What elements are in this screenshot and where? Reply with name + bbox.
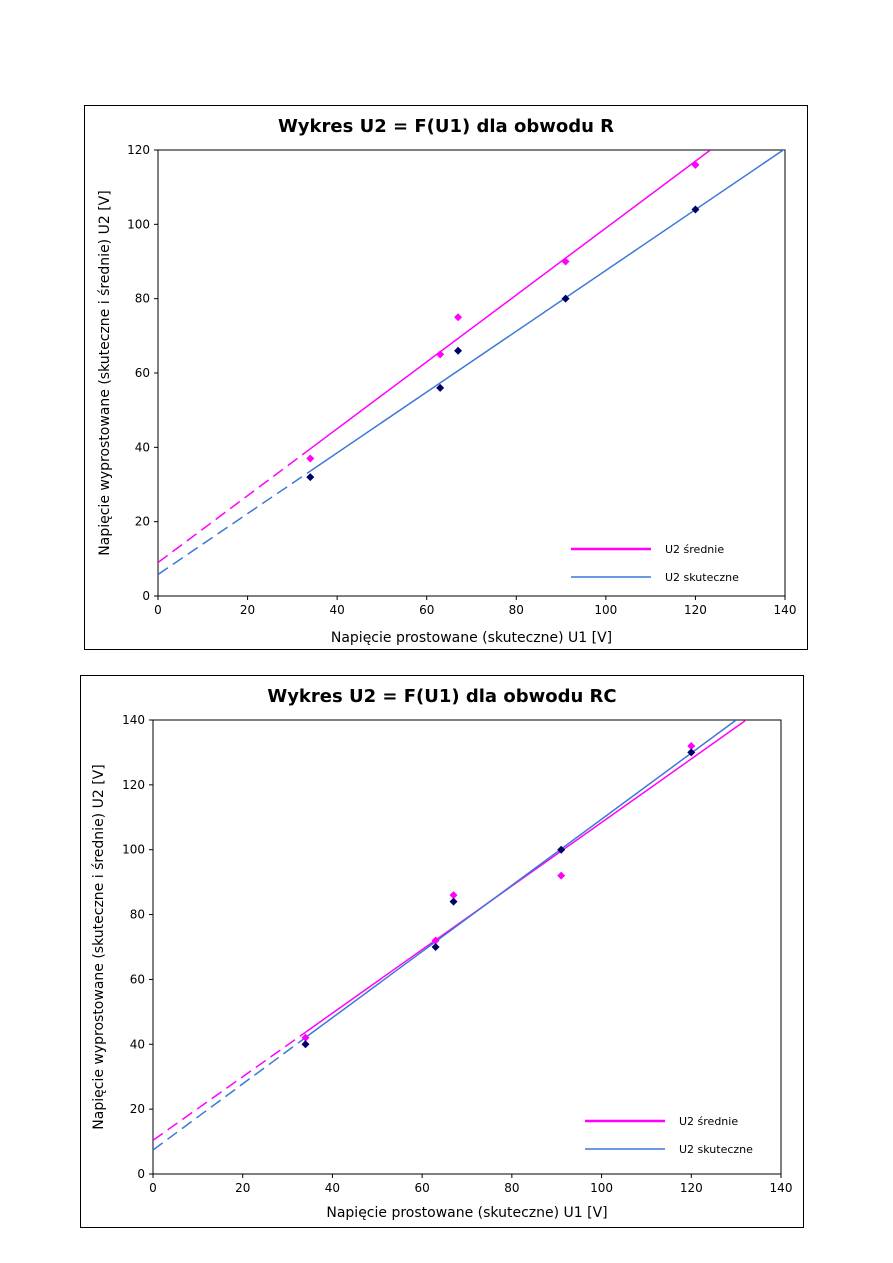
x-tick-label: 40 (325, 1181, 340, 1195)
x-tick-label: 140 (770, 1181, 793, 1195)
plot-area-frame (152, 719, 782, 1175)
x-tick-label: 60 (415, 1181, 430, 1195)
y-tick-label: 0 (142, 589, 150, 603)
y-tick-label: 100 (127, 217, 150, 231)
x-tick-label: 60 (419, 603, 434, 617)
data-point (306, 473, 315, 482)
y-tick-label: 0 (137, 1167, 145, 1181)
data-point (306, 454, 315, 463)
data-point (561, 294, 570, 303)
trendline-solid-1 (305, 720, 737, 1039)
plot-content (153, 720, 746, 1151)
chart-r: Wykres U2 = F(U1) dla obwodu R 0 20 40 60 80 1… (84, 105, 808, 650)
y-tick-label: 60 (135, 366, 150, 380)
x-axis-label: Napięcie prostowane (skuteczne) U1 [V] (326, 1205, 607, 1221)
data-point (449, 891, 458, 900)
y-tick-label: 140 (122, 713, 145, 727)
data-point (454, 313, 463, 322)
y-tick-label: 20 (130, 1102, 145, 1116)
trendline-dashed-0 (153, 1031, 306, 1141)
trendline-dashed-1 (158, 470, 311, 576)
data-point (687, 748, 696, 757)
y-tick-label: 40 (130, 1037, 145, 1051)
y-tick-label: 80 (130, 908, 145, 922)
x-tick-label: 140 (774, 603, 797, 617)
y-tick-label: 20 (135, 515, 150, 529)
x-tick-label: 100 (590, 1181, 613, 1195)
x-tick-label: 40 (330, 603, 345, 617)
trendline-dashed-1 (153, 1036, 306, 1151)
y-tick-label: 80 (135, 292, 150, 306)
legend-label: U2 skuteczne (679, 1143, 753, 1156)
data-point (454, 346, 463, 355)
data-point (436, 383, 445, 392)
y-tick-label: 120 (127, 143, 150, 157)
x-tick-label: 120 (684, 603, 707, 617)
legend-label: U2 średnie (665, 543, 724, 556)
y-tick-label: 40 (135, 440, 150, 454)
trendline-solid-0 (305, 720, 746, 1033)
y-axis-label: Napięcie wyprostowane (skuteczne i średn… (91, 764, 107, 1129)
x-tick-label: 0 (149, 1181, 157, 1195)
x-tick-label: 100 (594, 603, 617, 617)
data-point (557, 845, 566, 854)
y-tick-label: 100 (122, 843, 145, 857)
data-point (449, 897, 458, 906)
trendline-solid-0 (309, 150, 711, 450)
data-point (691, 205, 700, 214)
x-tick-label: 0 (154, 603, 162, 617)
data-point (301, 1040, 310, 1049)
chart-title: Wykres U2 = F(U1) dla obwodu R (278, 116, 614, 137)
plot-area-frame (157, 149, 786, 597)
data-point (301, 1033, 310, 1042)
data-point (557, 871, 566, 880)
chart-r-svg: Wykres U2 = F(U1) dla obwodu R 0 20 40 60 80 1… (97, 116, 797, 646)
chart-title: Wykres U2 = F(U1) dla obwodu RC (267, 686, 616, 707)
data-point (561, 257, 570, 266)
trendline-dashed-0 (158, 448, 311, 564)
data-point (431, 943, 440, 951)
x-tick-label: 120 (680, 1181, 703, 1195)
data-point (436, 350, 445, 359)
x-tick-label: 20 (240, 603, 255, 617)
x-tick-label: 80 (509, 603, 524, 617)
data-point (687, 741, 696, 750)
x-tick-label: 80 (504, 1181, 519, 1195)
legend-label: U2 średnie (679, 1115, 738, 1128)
chart-rc: Wykres U2 = F(U1) dla obwodu RC 0 20 40 60 80… (80, 675, 804, 1228)
data-point (431, 936, 440, 945)
data-point (691, 160, 700, 169)
y-tick-label: 120 (122, 778, 145, 792)
trendline-solid-1 (309, 150, 785, 472)
x-tick-label: 20 (235, 1181, 250, 1195)
y-axis-label: Napięcie wyprostowane (skuteczne i średn… (97, 190, 113, 555)
x-axis-label: Napięcie prostowane (skuteczne) U1 [V] (331, 630, 612, 646)
chart-rc-svg: Wykres U2 = F(U1) dla obwodu RC 0 20 40 60 80… (91, 686, 793, 1221)
y-tick-label: 60 (130, 972, 145, 986)
plot-content (158, 150, 785, 576)
legend-label: U2 skuteczne (665, 571, 739, 584)
